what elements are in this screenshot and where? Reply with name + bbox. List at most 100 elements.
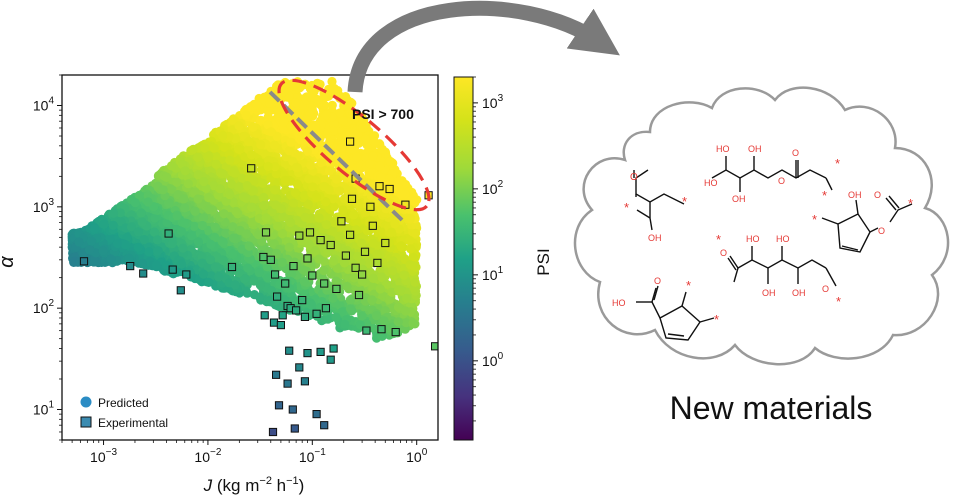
predicted-point bbox=[313, 95, 323, 105]
predicted-point bbox=[214, 272, 224, 282]
predicted-point bbox=[292, 179, 302, 189]
predicted-point bbox=[217, 169, 228, 179]
predicted-point bbox=[406, 244, 416, 254]
predicted-point bbox=[271, 169, 281, 179]
predicted-point bbox=[258, 178, 268, 188]
predicted-point bbox=[377, 144, 387, 154]
predicted-point bbox=[273, 221, 283, 231]
predicted-point bbox=[345, 304, 356, 314]
predicted-point bbox=[105, 233, 115, 243]
predicted-point bbox=[306, 160, 316, 170]
predicted-point bbox=[340, 319, 350, 329]
predicted-point bbox=[228, 115, 238, 125]
predicted-point bbox=[263, 106, 273, 116]
predicted-point bbox=[188, 144, 198, 154]
predicted-point bbox=[302, 146, 312, 156]
predicted-point bbox=[179, 194, 189, 204]
predicted-point bbox=[350, 113, 360, 123]
predicted-point bbox=[211, 159, 221, 169]
predicted-point bbox=[263, 120, 273, 130]
predicted-point bbox=[284, 242, 294, 252]
predicted-point bbox=[352, 151, 362, 162]
predicted-point bbox=[369, 137, 380, 147]
predicted-point bbox=[322, 129, 332, 139]
predicted-point bbox=[402, 293, 412, 303]
predicted-point bbox=[375, 284, 385, 294]
predicted-point bbox=[314, 254, 324, 264]
predicted-point bbox=[410, 277, 420, 287]
predicted-point bbox=[180, 203, 190, 213]
predicted-point bbox=[152, 235, 162, 245]
predicted-point bbox=[411, 228, 421, 238]
predicted-point bbox=[306, 300, 316, 310]
predicted-point bbox=[321, 197, 331, 207]
predicted-point bbox=[381, 279, 392, 289]
predicted-point bbox=[149, 227, 160, 237]
predicted-point bbox=[193, 152, 203, 162]
predicted-point bbox=[277, 229, 288, 239]
predicted-point bbox=[377, 272, 387, 282]
predicted-point bbox=[408, 261, 418, 271]
predicted-point bbox=[368, 282, 378, 292]
predicted-point bbox=[89, 255, 99, 265]
predicted-point bbox=[379, 316, 389, 326]
predicted-point bbox=[264, 98, 275, 108]
predicted-point bbox=[120, 240, 130, 250]
predicted-point bbox=[267, 207, 277, 217]
predicted-point bbox=[300, 212, 310, 222]
predicted-point bbox=[338, 116, 348, 126]
predicted-point bbox=[254, 213, 264, 224]
predicted-point bbox=[319, 266, 329, 276]
predicted-point bbox=[210, 232, 220, 243]
predicted-point bbox=[228, 197, 238, 207]
predicted-point bbox=[241, 110, 251, 120]
predicted-point bbox=[405, 214, 415, 224]
predicted-point bbox=[310, 121, 321, 131]
predicted-point bbox=[150, 213, 160, 223]
predicted-point bbox=[393, 302, 403, 312]
predicted-point bbox=[272, 248, 282, 258]
predicted-points bbox=[67, 76, 422, 343]
predicted-point bbox=[136, 208, 146, 218]
predicted-point bbox=[279, 294, 289, 304]
predicted-point bbox=[331, 312, 341, 322]
predicted-point bbox=[405, 236, 415, 246]
predicted-point bbox=[231, 206, 241, 216]
predicted-point bbox=[316, 158, 326, 168]
predicted-point bbox=[218, 255, 229, 266]
predicted-point bbox=[287, 269, 297, 279]
predicted-point bbox=[394, 183, 404, 193]
predicted-point bbox=[253, 230, 264, 240]
predicted-point bbox=[332, 263, 342, 273]
predicted-point bbox=[339, 258, 349, 268]
predicted-point bbox=[369, 131, 380, 141]
predicted-point bbox=[303, 199, 313, 209]
predicted-point bbox=[211, 151, 221, 161]
predicted-point bbox=[306, 92, 316, 102]
predicted-point bbox=[334, 231, 344, 241]
predicted-point bbox=[357, 276, 367, 286]
predicted-point bbox=[322, 220, 332, 230]
predicted-point bbox=[249, 176, 259, 186]
predicted-point bbox=[265, 297, 275, 307]
predicted-point bbox=[329, 202, 339, 212]
predicted-point bbox=[237, 173, 247, 183]
predicted-point bbox=[193, 194, 203, 204]
predicted-point bbox=[189, 221, 199, 231]
predicted-point bbox=[329, 217, 339, 228]
predicted-point bbox=[304, 174, 314, 184]
predicted-point bbox=[249, 186, 259, 196]
predicted-point bbox=[323, 314, 333, 324]
predicted-point bbox=[324, 185, 334, 195]
predicted-point bbox=[396, 241, 406, 251]
predicted-point bbox=[327, 76, 337, 87]
predicted-point bbox=[401, 306, 411, 316]
predicted-point bbox=[359, 115, 369, 125]
predicted-point bbox=[401, 318, 411, 328]
predicted-point bbox=[225, 190, 235, 200]
predicted-point bbox=[290, 188, 300, 198]
predicted-point bbox=[226, 179, 236, 189]
predicted-point bbox=[355, 161, 365, 172]
predicted-point bbox=[280, 175, 290, 185]
